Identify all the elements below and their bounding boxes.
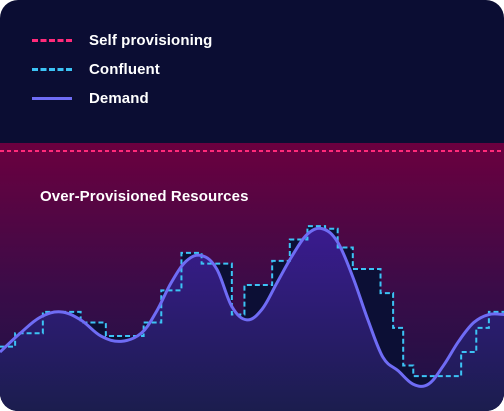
legend-swatch-self-provisioning xyxy=(32,39,72,42)
legend-item-self-provisioning: Self provisioning xyxy=(32,32,212,49)
chart-legend: Self provisioning Confluent Demand xyxy=(32,32,212,107)
legend-swatch-demand xyxy=(32,97,72,100)
legend-label: Confluent xyxy=(89,61,160,78)
legend-item-confluent: Confluent xyxy=(32,61,212,78)
demand-line xyxy=(0,226,504,388)
confluent-line xyxy=(0,225,504,378)
legend-item-demand: Demand xyxy=(32,90,212,107)
legend-label: Self provisioning xyxy=(89,32,213,49)
region-label: Over-Provisioned Resources xyxy=(40,188,249,205)
legend-swatch-confluent xyxy=(32,68,72,71)
legend-label: Demand xyxy=(89,90,149,107)
